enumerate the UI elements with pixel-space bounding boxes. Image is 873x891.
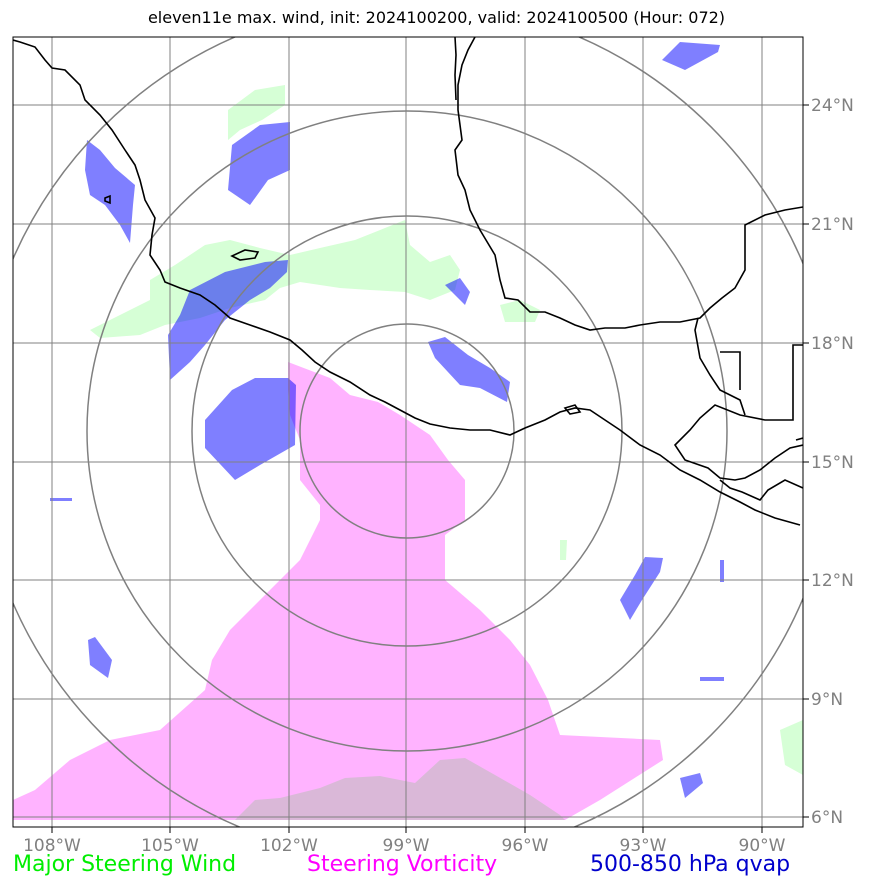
- map-frame: [12, 36, 804, 828]
- lon-label: 96°W: [502, 836, 549, 856]
- lat-label: 21°N: [811, 215, 854, 235]
- longitude-labels: 108°W 105°W 102°W 99°W 96°W 93°W 90°W: [23, 836, 786, 856]
- lat-label: 18°N: [811, 334, 854, 354]
- lat-label: 24°N: [811, 96, 854, 116]
- steering-vorticity-area: [13, 362, 663, 820]
- legend-qvap: 500-850 hPa qvap: [590, 852, 791, 877]
- legend-steering-vorticity: Steering Vorticity: [307, 852, 498, 877]
- lon-label: 90°W: [739, 836, 786, 856]
- lat-label: 15°N: [811, 453, 854, 473]
- lon-label: 105°W: [141, 836, 199, 856]
- coastlines: [13, 37, 803, 526]
- lon-label: 108°W: [23, 836, 81, 856]
- map-title: eleven11e max. wind, init: 2024100200, v…: [147, 8, 726, 27]
- lon-label: 102°W: [260, 836, 318, 856]
- lat-label: 12°N: [811, 571, 854, 591]
- qvap-areas: [50, 42, 724, 798]
- lon-label: 99°W: [383, 836, 430, 856]
- lon-label: 93°W: [620, 836, 667, 856]
- overlap-area: [235, 758, 565, 820]
- tick-marks: [51, 104, 809, 833]
- lat-label: 9°N: [811, 690, 843, 710]
- lat-label: 6°N: [811, 808, 843, 828]
- graticule: [13, 37, 803, 827]
- map-layers: [13, 37, 803, 827]
- legend-steering-wind: Major Steering Wind: [13, 852, 237, 877]
- latitude-labels: 24°N 21°N 18°N 15°N 12°N 9°N 6°N: [811, 96, 854, 828]
